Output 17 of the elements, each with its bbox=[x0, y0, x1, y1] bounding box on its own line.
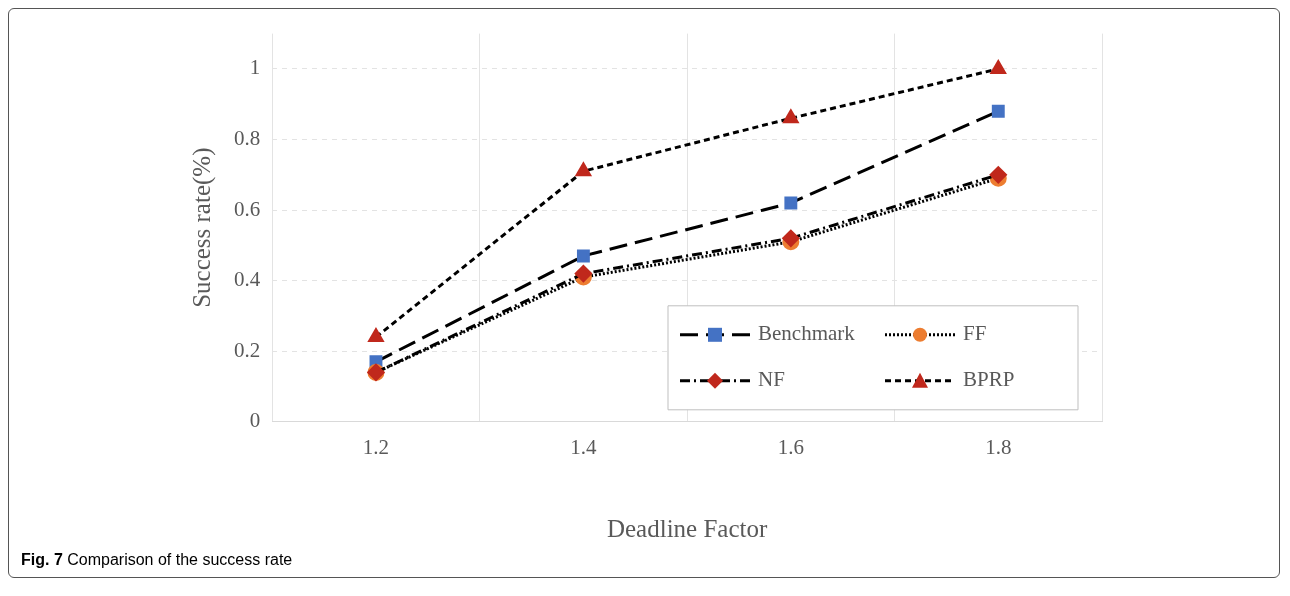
x-tick-label: 1.4 bbox=[570, 434, 598, 459]
y-axis-title: Success rate(%) bbox=[187, 147, 216, 308]
legend-label: NF bbox=[758, 367, 785, 392]
legend-label: BPRP bbox=[963, 367, 1015, 392]
y-tick-label: 0.8 bbox=[234, 125, 261, 150]
y-tick-label: 0 bbox=[249, 408, 261, 433]
legend-label: FF bbox=[963, 321, 987, 346]
caption: Fig. 7 Comparison of the success rate bbox=[20, 550, 294, 570]
y-tick-label: 0.4 bbox=[234, 267, 261, 292]
legend-label: Benchmark bbox=[758, 321, 856, 346]
x-tick-label: 1.6 bbox=[777, 434, 804, 459]
y-tick-label: 1 bbox=[249, 55, 261, 80]
x-tick-label: 1.2 bbox=[362, 434, 390, 459]
y-tick-label: 0.2 bbox=[234, 337, 261, 362]
x-tick-label: 1.8 bbox=[985, 434, 1012, 459]
x-axis-title: Deadline Factor bbox=[606, 514, 768, 542]
y-tick-label: 0.6 bbox=[234, 196, 261, 221]
